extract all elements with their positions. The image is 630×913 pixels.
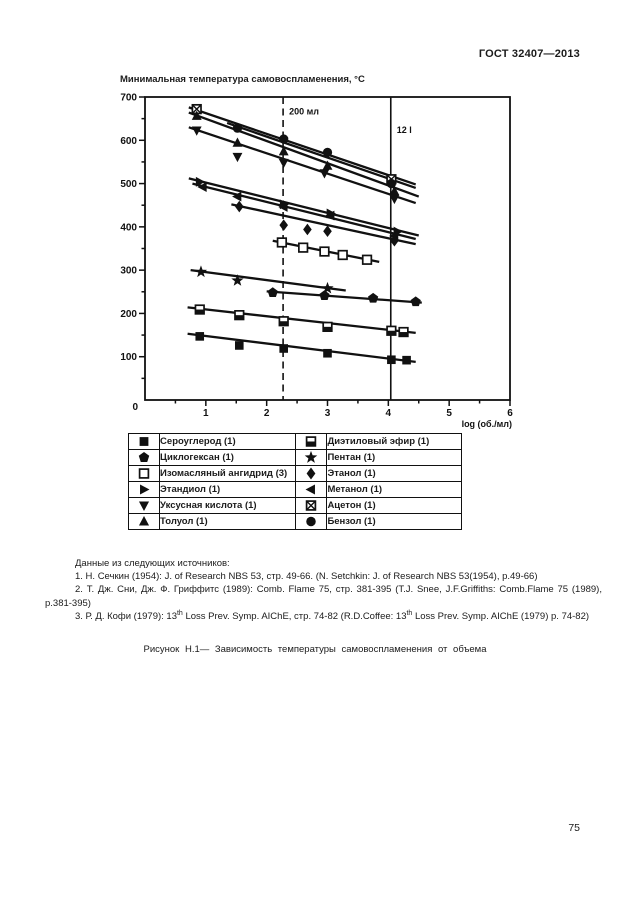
figure-caption: Рисунок Н.1— Зависимость температуры сам… <box>143 644 487 655</box>
svg-text:3: 3 <box>325 408 331 419</box>
series-label: Бензол (1) <box>326 513 462 530</box>
series-marker-icon <box>295 497 328 514</box>
series-label: Изомасляный ангидрид (3) <box>159 465 297 482</box>
svg-text:700: 700 <box>120 93 137 104</box>
chart-title: Минимальная температура самовоспламенени… <box>120 74 365 85</box>
svg-text:4: 4 <box>386 408 392 419</box>
series-marker-icon <box>127 433 161 450</box>
sources-intro: Данные из следующих источников: <box>75 558 230 569</box>
series-label: Толуол (1) <box>159 513 297 530</box>
svg-text:6: 6 <box>507 408 513 419</box>
series-marker-icon <box>127 513 161 530</box>
series-label: Циклогексан (1) <box>159 449 297 466</box>
series-marker-icon <box>127 497 161 514</box>
series-marker-icon <box>127 481 161 498</box>
series-label: Диэтиловый эфир (1) <box>326 433 462 450</box>
series-label: Сероуглерод (1) <box>159 433 297 450</box>
legend-row: Изомасляный ангидрид (3) Этанол (1) <box>127 465 462 482</box>
legend-row: Сероуглерод (1) Диэтиловый эфир (1) <box>127 433 462 450</box>
series-label: Метанол (1) <box>326 481 462 498</box>
svg-text:200: 200 <box>120 309 137 320</box>
document-header: ГОСТ 32407—2013 <box>478 48 580 60</box>
source-item-1: 1. Н. Сечкин (1954): J. of Research NBS … <box>75 571 538 583</box>
series-marker-icon <box>127 449 161 466</box>
series-marker-icon <box>295 433 328 450</box>
svg-text:1: 1 <box>203 408 209 419</box>
svg-text:400: 400 <box>120 222 137 233</box>
series-marker-icon <box>295 465 328 482</box>
svg-text:300: 300 <box>120 266 137 277</box>
series-label: Этандиол (1) <box>159 481 297 498</box>
svg-text:200 мл: 200 мл <box>289 106 319 116</box>
data-sources-block: Данные из следующих источников: 1. Н. Се… <box>45 557 602 623</box>
page-number: 75 <box>568 822 580 834</box>
legend-row: Уксусная кислота (1) Ацетон (1) <box>127 497 462 514</box>
legend-row: Этандиол (1) Метанол (1) <box>127 481 462 498</box>
legend-row: Толуол (1) Бензол (1) <box>127 513 462 530</box>
series-label: Уксусная кислота (1) <box>159 497 297 514</box>
svg-text:0: 0 <box>132 402 138 413</box>
svg-text:2: 2 <box>264 408 270 419</box>
series-label: Этанол (1) <box>326 465 462 482</box>
series-label: Ацетон (1) <box>326 497 462 514</box>
series-marker-icon <box>295 513 328 530</box>
source-item-2: 2. Т. Дж. Сни, Дж. Ф. Гриффитс (1989): C… <box>45 584 602 609</box>
series-marker-icon <box>295 481 328 498</box>
svg-text:100: 100 <box>120 352 137 363</box>
svg-text:600: 600 <box>120 136 137 147</box>
svg-text:5: 5 <box>446 408 452 419</box>
svg-text:12 l: 12 l <box>397 125 412 135</box>
source-item-3: 3. Р. Д. Кофи (1979): 13th Loss Prev. Sy… <box>75 609 590 622</box>
svg-text:log (об./мл): log (об./мл) <box>462 419 512 429</box>
series-marker-icon <box>295 449 328 466</box>
autoignition-temperature-chart: 200 мл 12 l 100 200 300 400 500 600 700 1 2 3 4 5 6 0 lo… <box>120 93 513 430</box>
series-label: Пентан (1) <box>326 449 462 466</box>
legend-row: Циклогексан (1) Пентан (1) <box>127 449 462 466</box>
series-marker-icon <box>127 465 161 482</box>
chart-legend-table: Сероуглерод (1) Диэтиловый эфир (1) Цикл… <box>127 433 462 530</box>
svg-text:500: 500 <box>120 179 137 190</box>
